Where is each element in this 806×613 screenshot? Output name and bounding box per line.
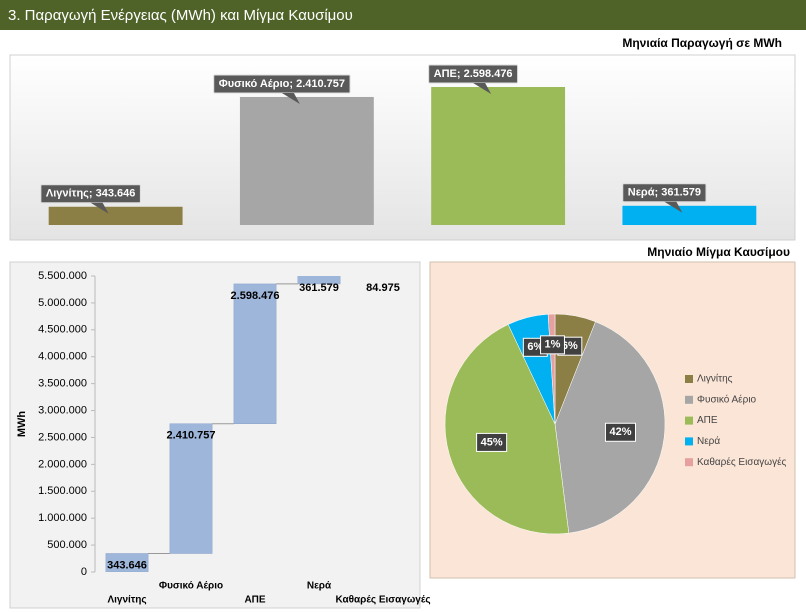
y-tick-label: 4.500.000 [38,324,87,336]
label-box [476,432,508,452]
data-label: 84.975 [366,282,400,294]
callout: Νερά; 361.579 [622,183,707,213]
y-axis-label: MWh [16,411,28,438]
x-tick-label: ΑΠΕ [244,595,265,606]
legend-swatch [685,458,693,467]
y-tick-label: 500.000 [47,539,87,551]
y-tick-label: 3.000.000 [38,404,87,416]
data-label: 45% [481,436,503,448]
pie-slice [444,324,570,535]
y-tick-label: 2.000.000 [38,458,87,470]
legend-label: Φυσικό Αέριο [697,393,757,405]
callout-pointer [90,202,109,214]
bar [431,87,566,225]
bar-title: Μηνιαία Παραγωγή σε MWh [622,36,782,50]
data-label: 2.598.476 [231,290,280,302]
legend-label: Καθαρές Εισαγωγές [697,456,787,468]
legend-label: Λιγνίτης [697,373,733,385]
bar [48,206,183,225]
legend-label: ΑΠΕ [697,415,718,426]
data-label: 2.410.757 [167,430,216,442]
legend-swatch [685,375,693,383]
legend-swatch [685,395,693,404]
callout: Φυσικό Αέριο; 2.410.757 [213,74,351,104]
x-tick-label: Καθαρές Εισαγωγές [335,595,430,606]
header-bar [0,0,806,30]
callout-pointer [281,92,300,104]
data-label: 42% [609,426,631,438]
y-tick-label: 1.000.000 [38,512,87,524]
data-label: 343.646 [107,559,147,571]
data-label: Νερά; 361.579 [628,187,701,199]
waterfall-bar [169,423,213,554]
waterfall-panel [9,261,421,609]
bar [239,96,374,225]
bars [105,276,341,572]
legend-label: Νερά [697,435,720,447]
data-label: 6% [527,341,543,353]
callout: Λιγνίτης; 343.646 [40,184,141,214]
y-tick-label: 0 [81,566,87,578]
data-label: ΑΠΕ; 2.598.476 [434,68,513,80]
data-label: 6% [562,340,578,352]
pie-title: Μηνιαίο Μίγμα Καυσίμου [647,245,790,259]
x-tick-label: Νερά [307,581,332,592]
data-label: 361.579 [299,282,339,294]
data-label: 1% [545,339,561,351]
header-title: 3. Παραγωγή Ενέργειας (MWh) και Μίγμα Κα… [8,7,353,24]
label-box [604,422,636,442]
y-tick-label: 5.500.000 [38,270,87,282]
bar [622,205,757,225]
data-label: Φυσικό Αέριο; 2.410.757 [219,78,345,90]
x-tick-label: Φυσικό Αέριο [159,581,223,592]
legend-swatch [685,416,693,425]
waterfall-bar [105,553,149,572]
waterfall-bar [233,283,277,425]
waterfall-bar [297,276,341,285]
label-box [540,335,565,355]
callout: ΑΠΕ; 2.598.476 [428,64,519,94]
legend-swatch [685,437,693,446]
y-tick-label: 2.500.000 [38,431,87,443]
data-label: Λιγνίτης; 343.646 [46,188,136,200]
callout-pointer [473,83,492,94]
y-tick-label: 5.000.000 [38,297,87,309]
callout-pointer [664,201,683,213]
y-tick-label: 4.000.000 [38,351,87,363]
x-tick-label: Λιγνίτης [107,595,146,606]
y-tick-label: 1.500.000 [38,485,87,497]
y-tick-label: 3.500.000 [38,378,87,390]
